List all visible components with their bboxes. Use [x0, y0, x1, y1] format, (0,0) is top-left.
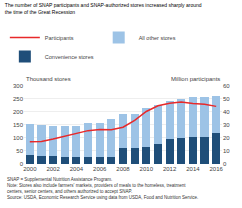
- svg-text:250: 250: [13, 96, 24, 102]
- svg-text:Convenience stores: Convenience stores: [45, 54, 94, 60]
- svg-text:2004: 2004: [70, 166, 84, 172]
- svg-text:2012: 2012: [163, 166, 177, 172]
- svg-text:Million participants: Million participants: [171, 76, 220, 82]
- svg-text:2002: 2002: [46, 166, 60, 172]
- svg-text:2016: 2016: [210, 166, 224, 172]
- svg-text:150: 150: [13, 122, 24, 128]
- svg-text:300: 300: [13, 83, 24, 89]
- svg-text:100: 100: [13, 135, 24, 141]
- svg-text:30: 30: [223, 122, 230, 128]
- svg-text:2008: 2008: [116, 166, 130, 172]
- svg-text:2000: 2000: [23, 166, 37, 172]
- svg-text:20: 20: [223, 135, 230, 141]
- svg-text:2006: 2006: [93, 166, 107, 172]
- svg-text:Thousand stores: Thousand stores: [26, 76, 71, 82]
- svg-text:The number of SNAP participant: The number of SNAP participants and SNAP…: [5, 2, 202, 15]
- svg-text:40: 40: [223, 109, 230, 115]
- svg-text:200: 200: [13, 109, 24, 115]
- svg-text:2014: 2014: [186, 166, 200, 172]
- svg-text:0: 0: [20, 161, 24, 167]
- svg-text:2010: 2010: [140, 166, 154, 172]
- svg-text:SNAP = Supplemental Nutrition: SNAP = Supplemental Nutrition Assistance…: [7, 177, 198, 200]
- svg-text:60: 60: [223, 83, 230, 89]
- svg-text:Participants: Participants: [45, 35, 74, 41]
- svg-text:0: 0: [223, 161, 227, 167]
- svg-text:50: 50: [223, 96, 230, 102]
- svg-text:10: 10: [223, 148, 230, 154]
- svg-text:All other stores: All other stores: [139, 35, 176, 41]
- svg-text:50: 50: [16, 148, 23, 154]
